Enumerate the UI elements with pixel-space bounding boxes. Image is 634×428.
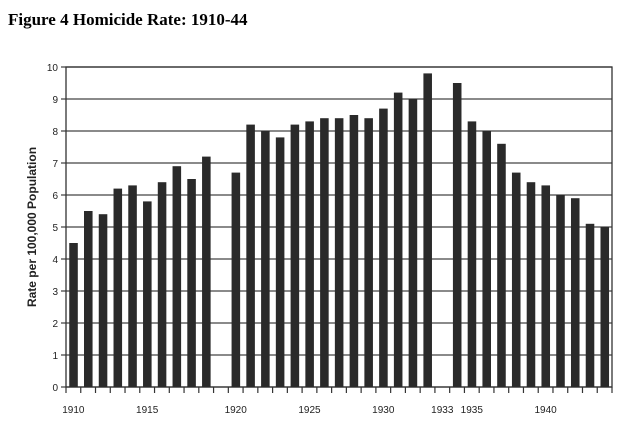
- x-tick-label: 1940: [534, 405, 557, 416]
- bar-1924: [290, 124, 300, 387]
- bar-1944: [600, 227, 610, 387]
- bar-1918: [187, 179, 196, 387]
- bar-1922: [261, 131, 270, 387]
- bar-1942: [570, 198, 580, 387]
- chart-title: Figure 4 Homicide Rate: 1910-44: [8, 10, 248, 29]
- x-tick-label: 1910: [62, 405, 85, 416]
- bar-1919: [202, 156, 211, 387]
- bar-1929: [364, 118, 373, 387]
- bar-1915: [143, 201, 152, 387]
- bar-1932: [408, 99, 418, 387]
- y-tick-label: 7: [52, 159, 58, 170]
- bar-1934: [452, 83, 462, 387]
- bar-1928: [349, 115, 359, 387]
- bar-1933: [423, 73, 432, 388]
- bar-1920: [231, 172, 241, 387]
- bar-1926: [320, 118, 329, 387]
- bar-1930: [379, 108, 388, 387]
- bar-1912: [98, 214, 108, 387]
- bar-1938: [511, 172, 521, 387]
- bar-1937: [497, 143, 506, 387]
- y-tick-label: 6: [52, 191, 58, 202]
- x-tick-label: 1930: [372, 405, 395, 416]
- bar-1943: [585, 223, 595, 387]
- bar-1921: [246, 124, 255, 387]
- bar-1923: [275, 137, 285, 387]
- y-tick-label: 10: [47, 63, 59, 74]
- bar-1935: [467, 121, 477, 388]
- y-tick-label: 9: [52, 95, 58, 106]
- bar-1941: [556, 195, 565, 387]
- y-tick-label: 5: [52, 223, 58, 234]
- x-tick-label: 1925: [298, 405, 321, 416]
- bar-1925: [305, 121, 314, 388]
- y-tick-label: 4: [52, 255, 58, 266]
- x-tick-label: 1935: [461, 405, 484, 416]
- y-tick-label: 0: [52, 383, 58, 394]
- bar-1927: [334, 118, 344, 387]
- bar-1910: [69, 243, 78, 387]
- bar-1917: [172, 166, 182, 387]
- bar-1916: [157, 182, 167, 387]
- bar-1911: [84, 211, 93, 387]
- y-tick-label: 8: [52, 127, 58, 138]
- bar-1931: [393, 92, 403, 387]
- x-tick-label: 1933: [431, 405, 454, 416]
- bar-1939: [526, 182, 536, 387]
- bar-1940: [541, 185, 551, 387]
- y-tick-label: 1: [52, 351, 58, 362]
- x-tick-label: 1920: [225, 405, 248, 416]
- y-axis-label: Rate per 100,000 Population: [25, 147, 39, 307]
- bar-1914: [128, 185, 137, 387]
- x-tick-label: 1915: [136, 405, 159, 416]
- bar-1913: [113, 188, 123, 387]
- y-tick-label: 3: [52, 287, 58, 298]
- bar-1936: [482, 131, 491, 387]
- y-tick-label: 2: [52, 319, 58, 330]
